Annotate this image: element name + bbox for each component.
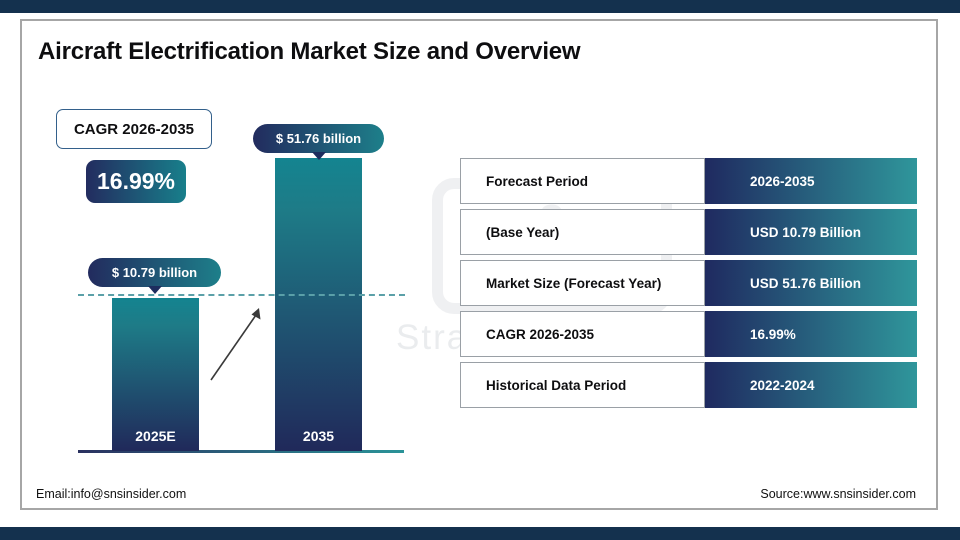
table-label-text: (Base Year) [486,224,560,240]
market-summary-table: Forecast Period 2026-2035 (Base Year) US… [460,158,917,413]
bar-value-label-2025: $ 10.79 billion [111,265,198,280]
footer-email: Email:info@snsinsider.com [36,487,187,501]
table-value-text: USD 51.76 Billion [750,275,862,291]
bar-value-label-2035: $ 51.76 billion [275,131,362,146]
table-value-cell: USD 51.76 Billion [705,260,917,306]
table-value-cell: 2026-2035 [705,158,917,204]
bar-category-label-2035: 2035 [302,428,335,444]
chart-baseline [78,450,404,453]
table-row: Market Size (Forecast Year) USD 51.76 Bi… [460,260,917,306]
bar-category-label-2025: 2025E [135,428,176,444]
table-row: (Base Year) USD 10.79 Billion [460,209,917,255]
callout-pointer-icon [147,286,162,294]
table-row: Forecast Period 2026-2035 [460,158,917,204]
cagr-period-badge: CAGR 2026-2035 [56,109,212,149]
table-label-cell: CAGR 2026-2035 [460,311,705,357]
table-value-text: 2022-2024 [750,377,815,393]
page-title: Aircraft Electrification Market Size and… [38,38,581,65]
table-label-text: Historical Data Period [486,377,627,393]
table-label-text: Market Size (Forecast Year) [486,275,662,291]
table-value-cell: 2022-2024 [705,362,917,408]
footer-source: Source:www.snsinsider.com [760,487,916,501]
callout-pointer-icon [311,152,326,160]
table-label-text: CAGR 2026-2035 [486,326,595,342]
table-value-text: 16.99% [750,326,796,342]
table-label-cell: Historical Data Period [460,362,705,408]
table-label-text: Forecast Period [486,173,589,189]
reference-dashed-line [78,294,405,296]
bar-value-callout-2025: $ 10.79 billion [88,258,221,294]
bar-2025: 2025E [112,298,199,451]
growth-arrow-icon [210,308,261,381]
table-value-cell: 16.99% [705,311,917,357]
table-value-text: 2026-2035 [750,173,815,189]
table-label-cell: (Base Year) [460,209,705,255]
cagr-period-label: CAGR 2026-2035 [73,120,195,138]
table-value-text: USD 10.79 Billion [750,224,862,240]
bar-value-callout-2035: $ 51.76 billion [253,124,384,160]
table-label-cell: Market Size (Forecast Year) [460,260,705,306]
bar-2035: 2035 [275,158,362,451]
table-row: Historical Data Period 2022-2024 [460,362,917,408]
table-label-cell: Forecast Period [460,158,705,204]
table-value-cell: USD 10.79 Billion [705,209,917,255]
top-accent-bar [0,0,960,13]
cagr-value-text: 16.99% [96,168,175,194]
table-row: CAGR 2026-2035 16.99% [460,311,917,357]
cagr-value-badge: 16.99% [86,160,186,203]
bottom-accent-bar [0,527,960,540]
